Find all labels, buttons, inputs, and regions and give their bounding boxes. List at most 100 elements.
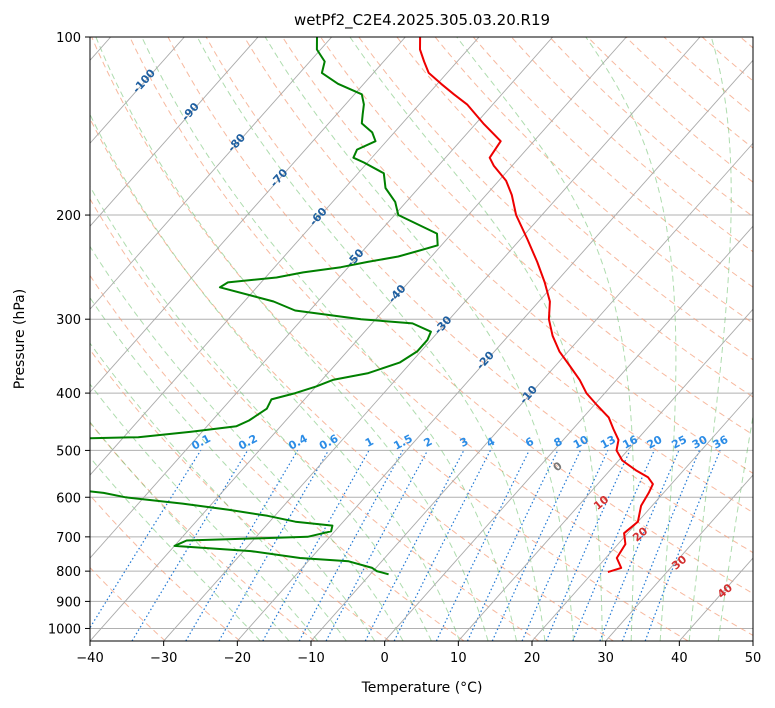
mixing-ratio-line bbox=[572, 450, 655, 641]
x-tick-label: 30 bbox=[597, 651, 614, 666]
dry-adiabat bbox=[90, 274, 465, 641]
moist-adiabat bbox=[90, 456, 261, 641]
chart-title: wetPf2_C2E4.2025.305.03.20.R19 bbox=[294, 11, 550, 30]
moist-adiabat bbox=[90, 421, 290, 641]
x-tick-label: −20 bbox=[224, 651, 251, 666]
dry-adiabat bbox=[90, 422, 315, 641]
mixing-ratio-line bbox=[262, 450, 370, 641]
isotherm-line bbox=[90, 37, 259, 227]
mixing-ratio-line bbox=[644, 450, 721, 641]
mixing-ratio-line bbox=[218, 450, 329, 641]
isotherm-line bbox=[90, 37, 627, 641]
moist-adiabat bbox=[141, 37, 517, 641]
mixing-ratio-line bbox=[131, 450, 249, 641]
dry-adiabat bbox=[511, 37, 753, 253]
x-tick-label: 20 bbox=[524, 651, 541, 666]
mixing-ratio-label: 3 bbox=[458, 435, 471, 450]
background-line-labels: 0.1 0.2 0.4 0.6 1 1.5 2 3 4 6 8 10 13 16 20 25 30 36-100-… bbox=[130, 66, 735, 601]
mixing-ratio-line bbox=[466, 450, 559, 641]
y-tick-label: 200 bbox=[56, 209, 81, 224]
y-tick-label: 100 bbox=[56, 31, 81, 46]
isotherm-line bbox=[605, 474, 753, 641]
dry-adiabat bbox=[701, 37, 753, 82]
mixing-ratio-line bbox=[599, 450, 680, 641]
axis-ticks: −40 −30 −20 −10 0 10 20 30 40 5010020030040050060… bbox=[48, 31, 761, 666]
y-tick-label: 900 bbox=[56, 595, 81, 610]
mixing-ratio-label: 0.4 bbox=[286, 432, 310, 453]
isotherm-line bbox=[457, 308, 753, 641]
dry-adiabat bbox=[320, 37, 753, 436]
moist-adiabat bbox=[90, 296, 376, 641]
moist-adiabat bbox=[90, 113, 461, 641]
mixing-ratio-line bbox=[364, 450, 465, 641]
temperature-line bbox=[419, 37, 654, 574]
dry-adiabat bbox=[90, 566, 166, 641]
sounding-series bbox=[90, 37, 654, 576]
dry-adiabat bbox=[90, 494, 241, 641]
moist-adiabat bbox=[349, 37, 603, 641]
mixing-ratio-line bbox=[435, 450, 530, 641]
dry-adiabat bbox=[243, 37, 753, 514]
dewpoint-line bbox=[90, 37, 439, 576]
y-tick-label: 800 bbox=[56, 565, 81, 580]
mixing-ratio-label: 20 bbox=[645, 433, 665, 452]
y-tick-label: 600 bbox=[56, 491, 81, 506]
y-tick-label: 1000 bbox=[48, 622, 81, 637]
mixing-ratio-label: 25 bbox=[669, 433, 689, 452]
dry-adiabat bbox=[739, 37, 753, 49]
x-tick-label: 0 bbox=[381, 651, 389, 666]
mixing-ratio-line bbox=[393, 450, 491, 641]
mixing-ratio-label: 13 bbox=[598, 433, 618, 452]
isotherm-line bbox=[90, 37, 333, 310]
mixing-ratio-line bbox=[325, 450, 429, 641]
mixing-ratio-label: 1.5 bbox=[391, 432, 414, 453]
y-tick-label: 400 bbox=[56, 387, 81, 402]
isotherm-line bbox=[236, 59, 753, 641]
isotherm-line bbox=[531, 391, 753, 641]
y-tick-label: 700 bbox=[56, 531, 81, 546]
dry-adiabat bbox=[167, 37, 753, 595]
y-tick-label: 500 bbox=[56, 444, 81, 459]
isotherm-line bbox=[90, 37, 185, 144]
isotherms bbox=[90, 37, 753, 641]
mixing-ratio-line bbox=[185, 450, 299, 641]
x-tick-label: −30 bbox=[150, 651, 177, 666]
isotherm-line bbox=[310, 142, 753, 641]
moist-adiabat bbox=[585, 37, 677, 641]
mixing-ratio-label: 0.2 bbox=[236, 432, 259, 453]
moist-adiabat bbox=[688, 37, 732, 641]
moist-adiabats bbox=[90, 37, 753, 641]
isotherm-line bbox=[163, 37, 701, 641]
moist-adiabat bbox=[95, 37, 489, 641]
mixing-ratio-label: 6 bbox=[523, 435, 536, 450]
dry-adiabat bbox=[472, 37, 753, 288]
mixing-ratio-label: 4 bbox=[484, 435, 497, 450]
moist-adiabat bbox=[717, 413, 753, 641]
mixing-ratio-label: 1 bbox=[363, 435, 376, 450]
mixing-ratio-line bbox=[521, 450, 609, 641]
moist-adiabat bbox=[90, 245, 404, 641]
dry-adiabat bbox=[282, 37, 753, 474]
isotherm-line bbox=[752, 640, 753, 641]
isotherm-line bbox=[90, 37, 554, 559]
x-tick-label: −10 bbox=[297, 651, 324, 666]
mixing-ratio-line bbox=[491, 450, 582, 641]
mixing-ratio-label: 30 bbox=[690, 433, 710, 452]
mixing-ratio-label: 36 bbox=[711, 433, 731, 452]
mixing-ratio-label: 8 bbox=[552, 435, 565, 450]
dry-adiabat bbox=[90, 197, 540, 641]
x-tick-label: 40 bbox=[671, 651, 688, 666]
mixing-ratio-line bbox=[545, 450, 631, 641]
mixing-ratio-label: 0.1 bbox=[189, 432, 212, 453]
x-axis-label: Temperature (°C) bbox=[361, 680, 483, 696]
dry-adiabat bbox=[129, 37, 753, 636]
mixing-ratio-label: 16 bbox=[620, 433, 640, 452]
plot-frame bbox=[89, 36, 754, 642]
y-axis-label: Pressure (hPa) bbox=[12, 289, 28, 389]
x-tick-label: −40 bbox=[76, 651, 103, 666]
moist-adiabat bbox=[456, 37, 635, 641]
mixing-ratio-line bbox=[621, 450, 700, 641]
moist-adiabat-label: 10 bbox=[591, 493, 611, 513]
x-tick-label: 50 bbox=[745, 651, 762, 666]
